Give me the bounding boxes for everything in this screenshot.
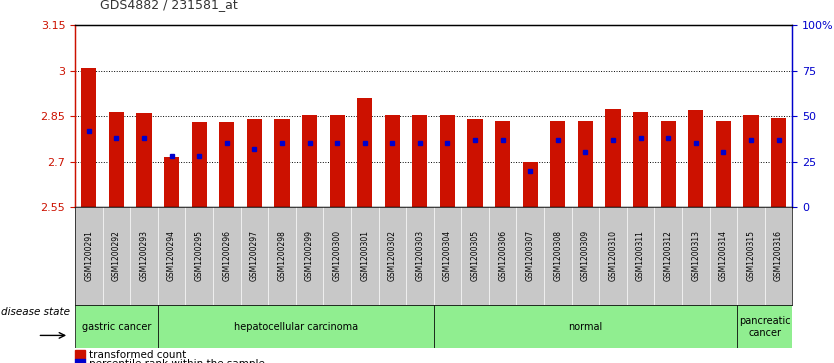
Bar <box>743 115 758 207</box>
Bar <box>661 121 676 207</box>
Bar <box>440 115 455 207</box>
Text: GSM1200304: GSM1200304 <box>443 231 452 281</box>
Bar <box>578 121 593 207</box>
Bar <box>550 121 565 207</box>
Text: transformed count: transformed count <box>89 350 187 360</box>
Text: GSM1200299: GSM1200299 <box>305 231 314 281</box>
Text: GSM1200307: GSM1200307 <box>525 231 535 281</box>
Bar <box>688 110 703 207</box>
Bar <box>137 113 152 207</box>
Bar <box>329 115 344 207</box>
Bar <box>716 121 731 207</box>
Text: GSM1200308: GSM1200308 <box>553 231 562 281</box>
Text: GSM1200313: GSM1200313 <box>691 231 701 281</box>
Bar <box>81 68 97 207</box>
Bar <box>605 109 620 207</box>
Text: GSM1200314: GSM1200314 <box>719 231 728 281</box>
Bar <box>523 162 538 207</box>
Text: GSM1200300: GSM1200300 <box>333 231 342 281</box>
Bar <box>75 305 158 348</box>
Bar <box>164 157 179 207</box>
Text: GSM1200295: GSM1200295 <box>194 231 203 281</box>
Text: GDS4882 / 231581_at: GDS4882 / 231581_at <box>100 0 238 11</box>
Bar <box>412 115 428 207</box>
Bar <box>192 122 207 207</box>
Bar <box>247 119 262 207</box>
Text: gastric cancer: gastric cancer <box>82 322 151 332</box>
Text: GSM1200306: GSM1200306 <box>498 231 507 281</box>
Bar <box>633 111 648 207</box>
Bar <box>274 119 289 207</box>
Bar <box>434 305 737 348</box>
Bar <box>158 305 434 348</box>
Text: disease state: disease state <box>1 307 70 317</box>
Bar <box>302 115 317 207</box>
Text: GSM1200298: GSM1200298 <box>278 231 286 281</box>
Text: pancreatic
cancer: pancreatic cancer <box>739 316 791 338</box>
Text: percentile rank within the sample: percentile rank within the sample <box>89 359 265 363</box>
Text: GSM1200293: GSM1200293 <box>139 231 148 281</box>
Text: GSM1200316: GSM1200316 <box>774 231 783 281</box>
Text: GSM1200303: GSM1200303 <box>415 231 425 281</box>
Text: GSM1200309: GSM1200309 <box>581 231 590 281</box>
Text: GSM1200291: GSM1200291 <box>84 231 93 281</box>
Text: GSM1200297: GSM1200297 <box>250 231 259 281</box>
Bar <box>357 98 372 207</box>
Text: GSM1200315: GSM1200315 <box>746 231 756 281</box>
Text: GSM1200302: GSM1200302 <box>388 231 397 281</box>
Text: GSM1200301: GSM1200301 <box>360 231 369 281</box>
Text: GSM1200311: GSM1200311 <box>636 231 645 281</box>
Text: hepatocellular carcinoma: hepatocellular carcinoma <box>234 322 358 332</box>
Text: GSM1200312: GSM1200312 <box>664 231 673 281</box>
Text: GSM1200292: GSM1200292 <box>112 231 121 281</box>
Text: GSM1200296: GSM1200296 <box>223 231 231 281</box>
Bar <box>219 122 234 207</box>
Bar <box>495 121 510 207</box>
Bar <box>384 115 399 207</box>
Text: normal: normal <box>568 322 602 332</box>
Text: GSM1200310: GSM1200310 <box>609 231 617 281</box>
Bar <box>737 305 792 348</box>
Bar <box>771 118 786 207</box>
Bar <box>468 119 483 207</box>
Bar <box>109 111 124 207</box>
Text: GSM1200305: GSM1200305 <box>470 231 480 281</box>
Text: GSM1200294: GSM1200294 <box>167 231 176 281</box>
